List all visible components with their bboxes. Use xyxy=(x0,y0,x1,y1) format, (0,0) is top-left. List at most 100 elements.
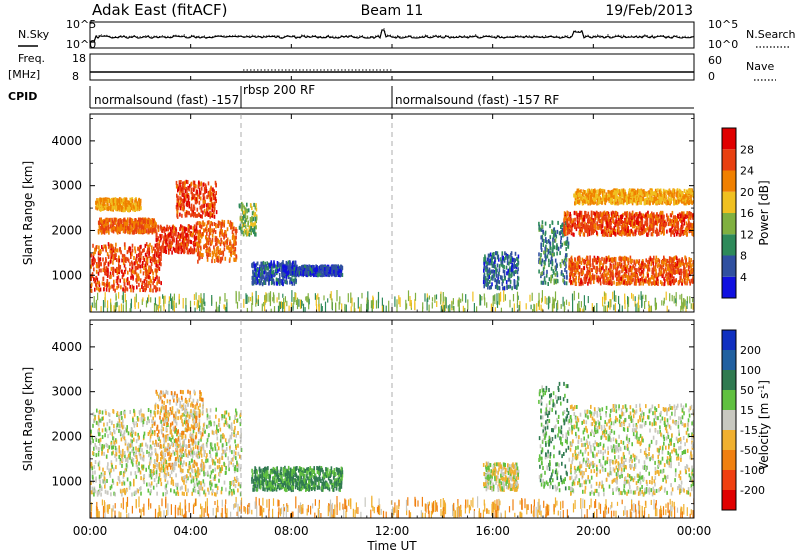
data-cell xyxy=(232,245,234,249)
data-cell xyxy=(168,233,170,237)
data-cell xyxy=(260,273,262,277)
data-cell xyxy=(157,225,159,229)
data-cell xyxy=(651,281,653,285)
noise-search-trace xyxy=(90,29,694,42)
data-cell xyxy=(509,266,511,270)
data-cell xyxy=(577,215,579,219)
data-cell xyxy=(491,270,493,274)
data-cell xyxy=(116,205,118,209)
data-cell xyxy=(103,202,105,206)
freq-label: Freq. xyxy=(18,52,45,65)
data-cell xyxy=(184,238,186,242)
data-cell xyxy=(232,251,234,255)
data-cell xyxy=(589,255,591,259)
data-cell xyxy=(506,271,508,275)
data-cell xyxy=(231,222,233,226)
data-cell xyxy=(645,258,647,262)
data-cell xyxy=(191,233,193,237)
data-cell xyxy=(192,250,194,254)
data-cell xyxy=(160,281,162,285)
data-cell xyxy=(540,235,542,239)
data-cell xyxy=(215,183,217,187)
data-cell xyxy=(195,231,197,235)
noise-right-tick-top: 10^5 xyxy=(708,18,738,31)
data-cell xyxy=(147,229,149,233)
data-cell xyxy=(635,268,637,272)
data-cell xyxy=(677,262,679,266)
data-cell xyxy=(647,274,649,278)
data-cell xyxy=(261,277,263,281)
data-cell xyxy=(557,230,559,234)
data-cell xyxy=(681,259,683,263)
data-cell xyxy=(212,255,214,259)
data-cell xyxy=(158,277,160,281)
freq-tick-top: 18 xyxy=(72,52,86,65)
data-cell xyxy=(203,182,205,186)
data-cell xyxy=(250,217,252,221)
data-cell xyxy=(575,224,577,228)
data-cell xyxy=(169,239,171,243)
data-cell xyxy=(626,219,628,223)
data-cell xyxy=(590,277,592,281)
data-cell xyxy=(218,239,220,243)
data-cell xyxy=(499,286,501,290)
data-cell xyxy=(540,257,542,261)
data-cell xyxy=(637,226,639,230)
data-cell xyxy=(215,197,217,201)
data-cell xyxy=(139,199,141,203)
data-cell xyxy=(579,223,581,227)
data-cell xyxy=(98,256,100,260)
data-cell xyxy=(127,287,129,291)
data-cell xyxy=(550,279,552,283)
data-cell xyxy=(123,257,125,261)
data-cell xyxy=(229,257,231,261)
data-cell xyxy=(565,247,567,251)
data-cell xyxy=(685,215,687,219)
data-cell xyxy=(194,187,196,191)
data-cell xyxy=(197,260,199,264)
data-cell xyxy=(176,203,178,207)
data-cell xyxy=(116,198,118,202)
data-cell xyxy=(511,263,513,267)
data-cell xyxy=(651,276,653,280)
data-cell xyxy=(579,216,581,220)
data-cell xyxy=(579,282,581,286)
data-cell xyxy=(207,207,209,211)
data-cell xyxy=(120,220,122,224)
data-cell xyxy=(320,265,322,269)
data-cell xyxy=(90,265,92,269)
data-cell xyxy=(202,211,204,215)
data-cell xyxy=(107,252,109,256)
data-cell xyxy=(541,281,543,285)
data-cell xyxy=(177,210,179,214)
data-cell xyxy=(560,236,562,240)
data-cell xyxy=(188,234,190,238)
data-cell xyxy=(105,219,107,223)
data-cell xyxy=(504,251,506,255)
data-cell xyxy=(253,222,255,226)
data-cell xyxy=(179,243,181,247)
data-cell xyxy=(105,205,107,209)
data-cell xyxy=(182,189,184,193)
data-cell xyxy=(680,227,682,231)
data-cell xyxy=(602,229,604,233)
data-cell xyxy=(107,218,109,222)
data-cell xyxy=(159,234,161,238)
data-cell xyxy=(689,262,691,266)
data-cell xyxy=(631,275,633,279)
data-cell xyxy=(122,206,124,210)
data-cell xyxy=(138,218,140,222)
data-cell xyxy=(624,212,626,216)
data-cell xyxy=(255,281,257,285)
data-cell xyxy=(146,274,148,278)
data-cell xyxy=(100,218,102,222)
data-cell xyxy=(568,217,570,221)
data-cell xyxy=(112,261,114,265)
data-cell xyxy=(677,214,679,218)
data-cell xyxy=(274,272,276,276)
data-cell xyxy=(101,245,103,249)
data-cell xyxy=(587,267,589,271)
data-cell xyxy=(127,271,129,275)
data-cell xyxy=(543,267,545,271)
